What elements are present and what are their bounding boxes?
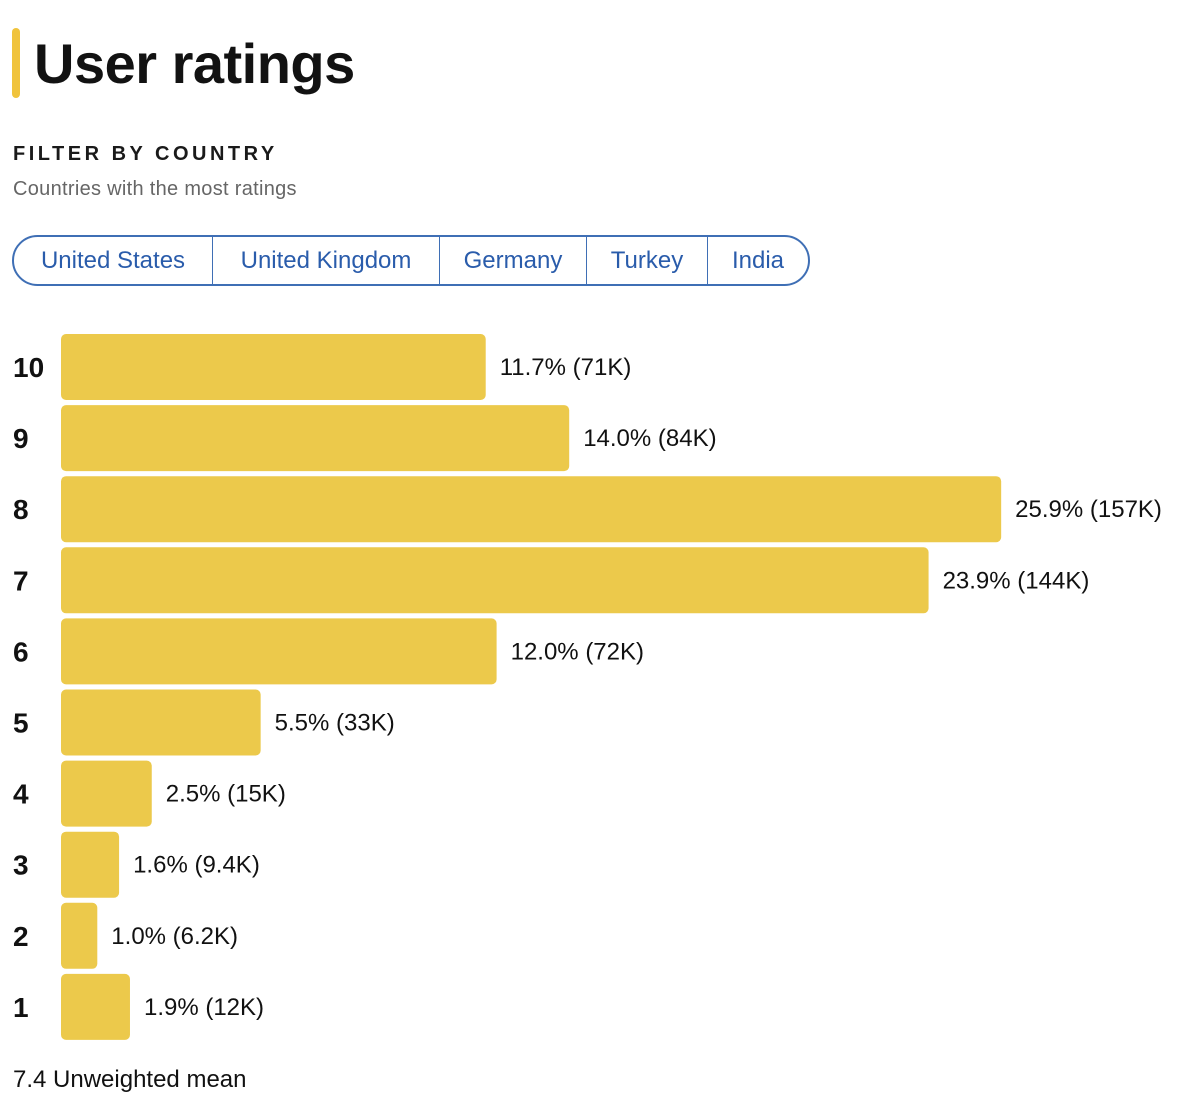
rating-label-10: 10: [13, 352, 44, 383]
ratings-bar-chart: 10 11.7% (71K) 9 14.0% (84K) 8 25.9% (157K) 7 2…: [13, 334, 1162, 1040]
country-chip-germany[interactable]: Germany: [440, 237, 587, 284]
rating-bar-8[interactable]: [61, 476, 1002, 543]
title-accent-bar: [12, 28, 20, 98]
value-label-7: 23.9% (144K): [943, 567, 1090, 594]
rating-label-6: 6: [13, 636, 29, 667]
mean-rating-text: 7.4 Unweighted mean: [13, 1066, 247, 1093]
value-label-1: 1.9% (12K): [144, 994, 264, 1021]
rating-label-1: 1: [13, 992, 29, 1023]
filter-heading: FILTER BY COUNTRY: [13, 143, 278, 165]
value-label-9: 14.0% (84K): [583, 425, 716, 452]
value-label-4: 2.5% (15K): [166, 781, 286, 808]
rating-bar-3[interactable]: [61, 831, 120, 898]
rating-bar-4[interactable]: [61, 760, 152, 827]
rating-bar-1[interactable]: [61, 973, 130, 1040]
value-label-3: 1.6% (9.4K): [133, 852, 260, 879]
title-block: User ratings: [12, 28, 355, 98]
value-label-6: 12.0% (72K): [511, 638, 644, 665]
rating-label-9: 9: [13, 423, 29, 454]
country-chip-turkey[interactable]: Turkey: [587, 237, 708, 284]
rating-bar-5[interactable]: [61, 689, 261, 756]
value-label-2: 1.0% (6.2K): [111, 923, 238, 950]
country-chip-united-states[interactable]: United States: [14, 237, 213, 284]
country-chip-united-kingdom[interactable]: United Kingdom: [213, 237, 440, 284]
rating-bar-10[interactable]: [61, 334, 486, 400]
rating-bar-2[interactable]: [61, 902, 98, 969]
rating-bar-7[interactable]: [61, 547, 929, 614]
filter-subheading: Countries with the most ratings: [13, 178, 297, 200]
rating-label-2: 2: [13, 921, 29, 952]
rating-bar-6[interactable]: [61, 618, 497, 685]
rating-label-3: 3: [13, 850, 29, 881]
value-label-5: 5.5% (33K): [275, 710, 395, 737]
rating-label-7: 7: [13, 565, 29, 596]
value-label-10: 11.7% (71K): [500, 354, 632, 381]
rating-label-8: 8: [13, 494, 29, 525]
country-chip-india[interactable]: India: [731, 246, 785, 274]
rating-label-5: 5: [13, 708, 29, 739]
country-filter-group: United States United Kingdom Germany Tur…: [12, 235, 810, 286]
rating-label-4: 4: [13, 779, 29, 810]
page-title: User ratings: [34, 31, 355, 95]
value-label-8: 25.9% (157K): [1015, 496, 1162, 523]
rating-bar-9[interactable]: [61, 405, 570, 472]
